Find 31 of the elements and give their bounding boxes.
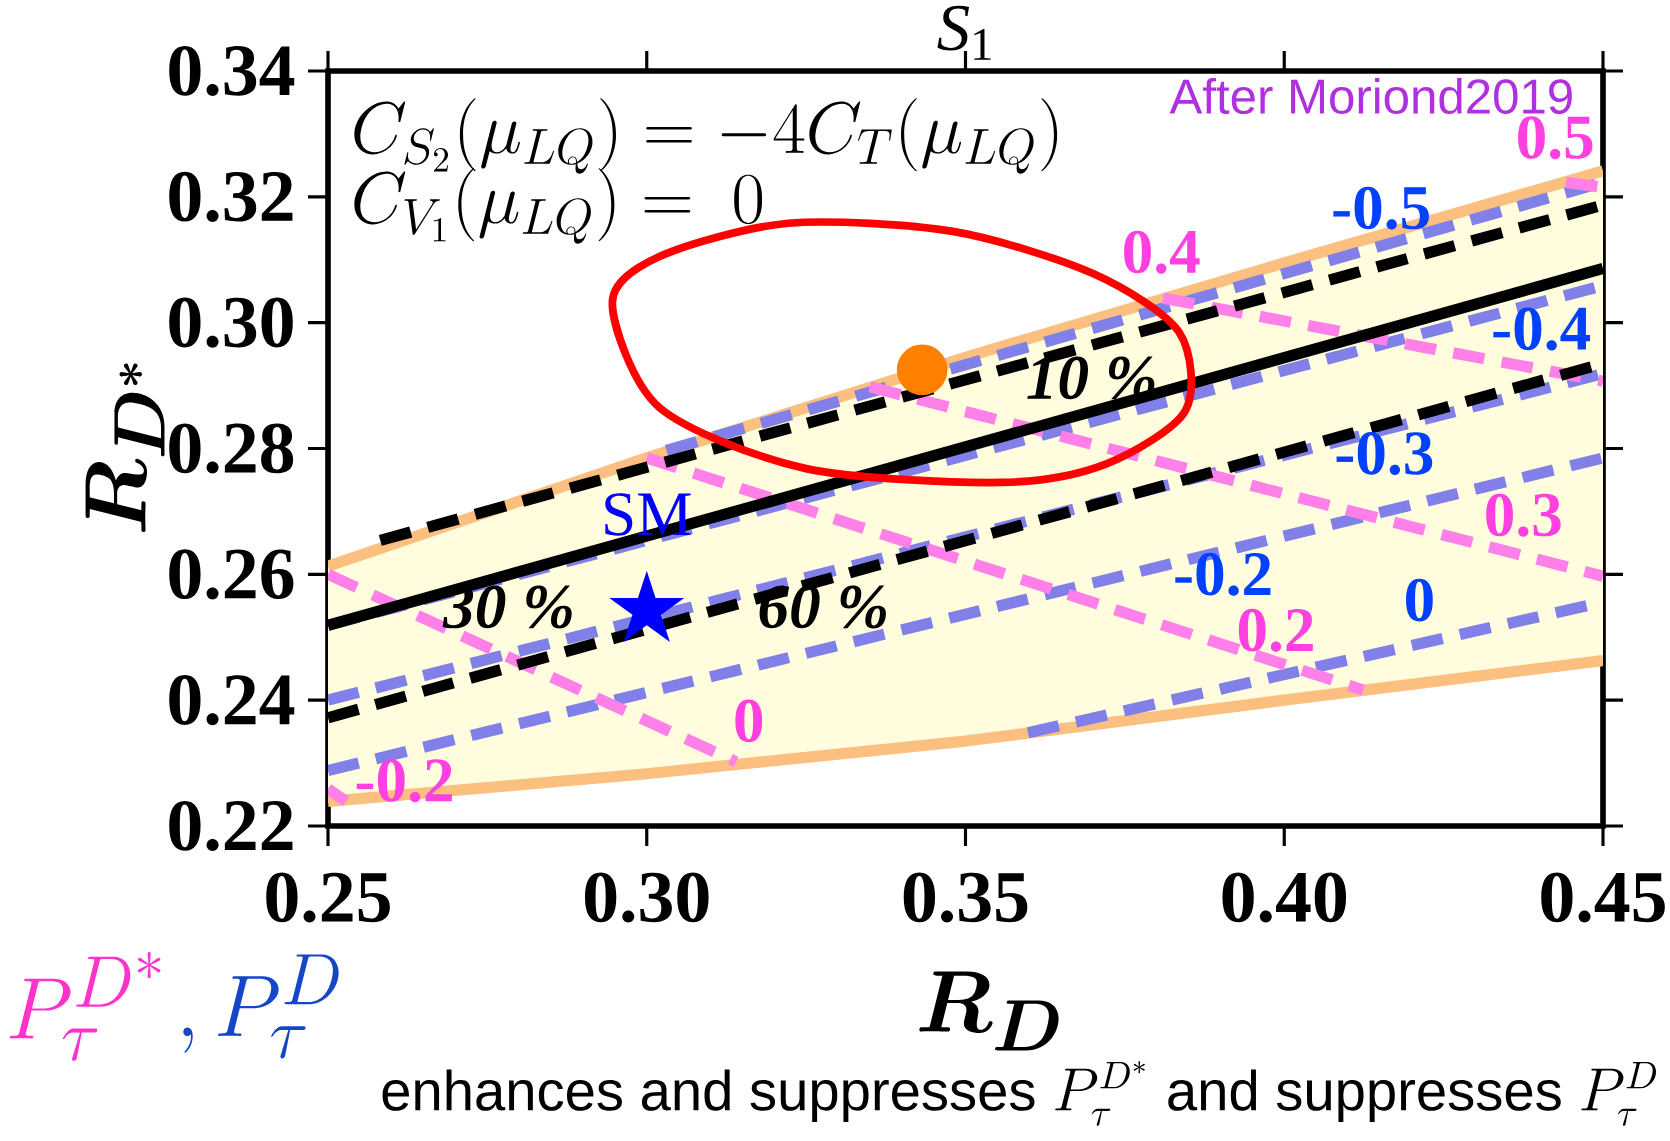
y-tick-label: 0.34 [169,45,295,97]
annotation: -0.4 [1493,307,1591,351]
x-tick-label: 0.35 [903,872,1028,923]
annotation: -0.5 [1333,186,1429,230]
y-tick-label: 0.28 [169,423,294,474]
y-tick-label: 0.22 [169,800,293,852]
annotation: 0.2 [1238,608,1313,652]
y-tick-label: 0.30 [169,297,293,348]
annotation: -0.2 [356,759,452,803]
text: $\text{enhances and suppresses } P_\tau^{D^*} \text{ and suppresses } P_\tau^{D}$ [382,1061,1657,1126]
annotation: -0.3 [1336,432,1433,475]
x-tick-label: 0.45 [1541,872,1665,923]
annotation: 0 [1406,578,1433,622]
y-tick-label: 0.32 [169,171,293,222]
annotation: -0.2 [1175,552,1271,596]
annotation: After Moriond2019 [1169,77,1572,115]
y-tick-label: 0.24 [169,675,295,726]
x-tick-label: 0.25 [266,872,390,923]
series-label: SM [605,493,691,536]
chart-title: S$_{1}$ [937,5,991,60]
text: $, P_\tau^{D}$ [183,954,339,1059]
annotation: 0.5 [1518,116,1593,160]
annotation: 0 [735,699,763,743]
annotation: 0.4 [1124,230,1200,274]
x-tick-label: 0.40 [1222,872,1347,923]
y-axis-title: $\boldsymbol{R_{D^*}}$ [85,363,165,533]
text: $P_\tau^{D^*}$ [9,951,161,1061]
x-tick-label: 0.30 [584,872,709,923]
x-axis-title: $\boldsymbol{R_D}$ [919,971,1059,1051]
annotation: 0.3 [1486,493,1561,537]
y-tick-label: 0.26 [169,549,294,600]
